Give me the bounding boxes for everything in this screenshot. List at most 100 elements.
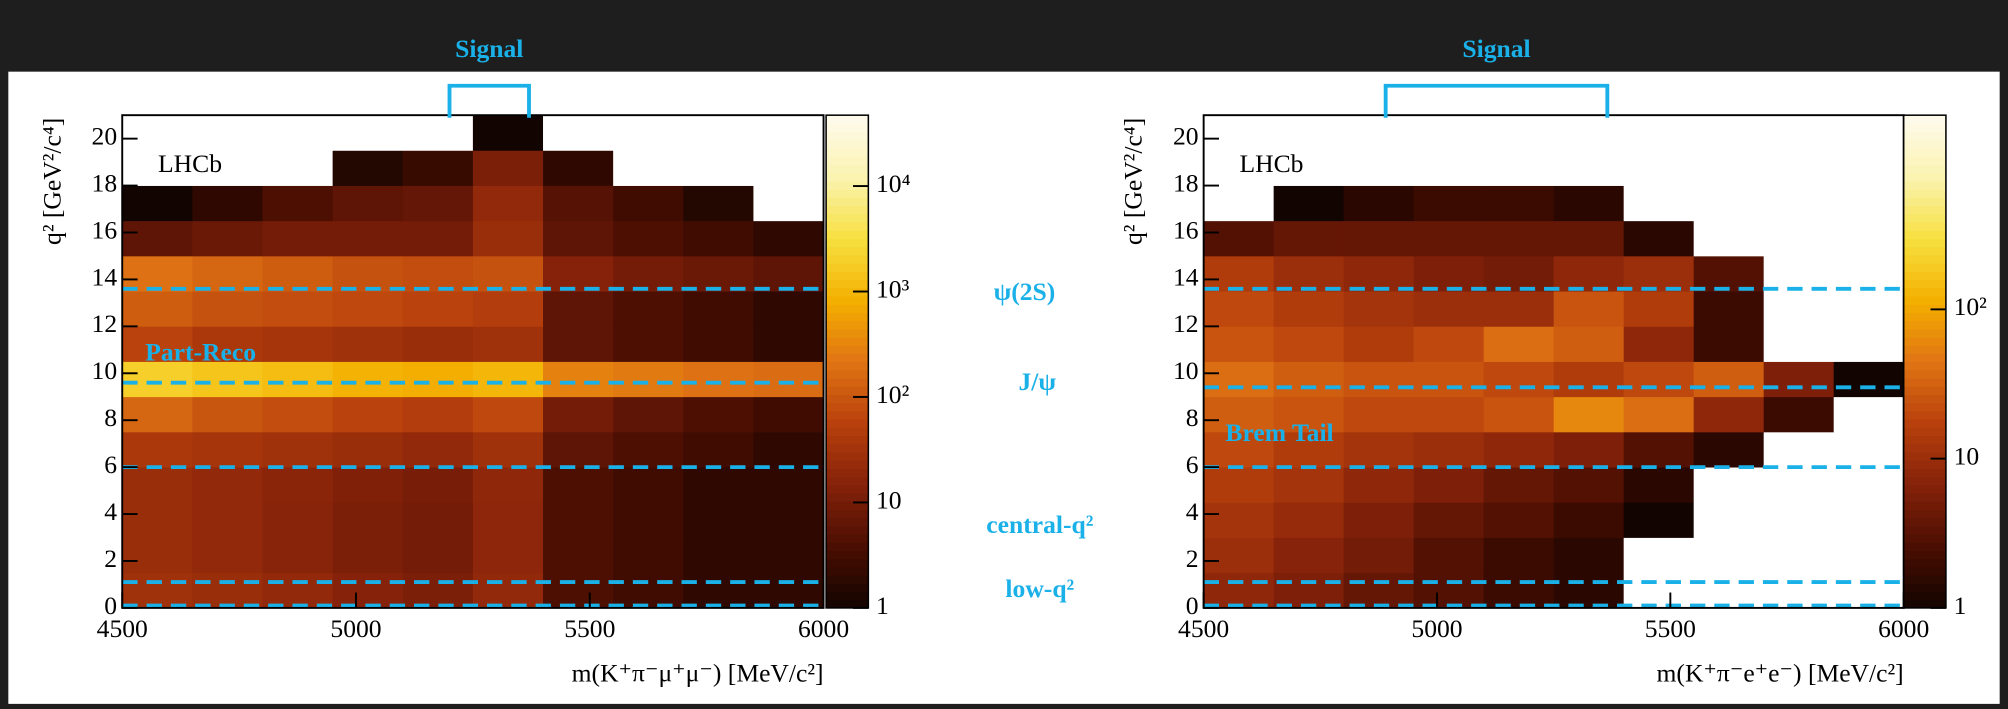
heat-cell [332, 537, 404, 574]
colorbar-step [826, 402, 869, 412]
heat-cell [402, 255, 474, 292]
heat-cell [472, 115, 544, 151]
heat-cell [1693, 396, 1765, 433]
colorbar-step [1903, 139, 1946, 149]
heat-cell [122, 115, 193, 151]
colorbar-step [826, 148, 869, 157]
heat-cell [1343, 431, 1415, 468]
colorbar-step [826, 279, 869, 289]
heat-cell [1483, 572, 1555, 609]
x-tick-label: 6000 [798, 614, 849, 643]
colorbar-step [826, 525, 869, 535]
y-tick-label: 0 [1186, 591, 1199, 620]
region-label: Part-Reco [145, 337, 256, 366]
heat-cell [122, 361, 193, 398]
heat-cell [1553, 431, 1625, 468]
heat-cell [402, 185, 474, 222]
colorbar-step [826, 238, 869, 248]
heat-cell [1413, 396, 1485, 433]
heat-cell [1203, 220, 1275, 257]
heat-cell [402, 291, 474, 327]
colorbar-step [1903, 599, 1946, 609]
heat-cell [1343, 467, 1415, 503]
heat-cell [1623, 150, 1695, 186]
heat-cell [1693, 326, 1765, 362]
heat-cell [613, 467, 684, 503]
heat-cell [1413, 537, 1485, 574]
heat-cell [1693, 255, 1765, 292]
heat-cell [1203, 185, 1275, 222]
heat-cell [543, 150, 614, 186]
x-tick-label: 5000 [1411, 614, 1462, 643]
heat-cell [683, 255, 754, 292]
heat-cell [1693, 431, 1765, 468]
heat-cell [332, 502, 404, 538]
y-tick-label: 20 [92, 122, 118, 151]
heat-cell [753, 502, 824, 538]
colorbar-step [1903, 361, 1946, 371]
heat-cell [613, 150, 684, 186]
colorbar-step [1903, 443, 1946, 453]
heat-cell [1273, 396, 1345, 433]
signal-label: Signal [1462, 34, 1530, 63]
colorbar-step [826, 189, 869, 198]
heat-cell [1413, 431, 1485, 468]
q2-region-label: ψ(2S) [994, 277, 1056, 306]
colorbar-step [826, 345, 869, 354]
heat-cell [122, 572, 193, 609]
heat-cell [472, 361, 544, 398]
heat-cell [262, 361, 334, 398]
heat-cell [683, 572, 754, 609]
colorbar-step [1903, 304, 1946, 313]
heat-cell [1273, 150, 1345, 186]
heat-cell [1553, 291, 1625, 327]
y-tick-label: 6 [1186, 450, 1199, 479]
heat-cell [1413, 291, 1485, 327]
heat-cell [1203, 326, 1275, 362]
heat-cell [192, 291, 263, 327]
colorbar-step [826, 156, 869, 166]
colorbar-step [1903, 156, 1946, 166]
colorbar-tick-label: 10² [876, 380, 910, 409]
heat-cell [1203, 467, 1275, 503]
heat-cell [402, 572, 474, 609]
x-tick-label: 5500 [564, 614, 615, 643]
colorbar-step [1903, 262, 1946, 272]
heat-cell [1623, 431, 1695, 468]
heat-cell [1763, 115, 1835, 151]
heat-cell [262, 115, 334, 151]
heat-cell [332, 291, 404, 327]
y-tick-label: 20 [1173, 122, 1199, 151]
colorbar-step [1903, 238, 1946, 248]
heat-cell [1343, 115, 1415, 151]
heat-cell [543, 255, 614, 292]
y-tick-label: 12 [92, 309, 118, 338]
colorbar-step [1903, 246, 1946, 256]
heat-cell [192, 361, 263, 398]
heat-cell [192, 220, 263, 257]
heat-cell [543, 291, 614, 327]
heat-cell [262, 220, 334, 257]
heat-cell [683, 431, 754, 468]
colorbar-step [1903, 287, 1946, 297]
heat-cell [1273, 572, 1345, 609]
heat-cell [1483, 467, 1555, 503]
heat-cell [1833, 185, 1905, 222]
colorbar-step [826, 328, 869, 338]
colorbar-step [826, 271, 869, 281]
heat-cell [262, 537, 334, 574]
heat-cell [683, 326, 754, 362]
colorbar-step [1903, 435, 1946, 445]
heat-cell [1553, 326, 1625, 362]
heat-cell [1833, 502, 1905, 538]
heat-cell [472, 502, 544, 538]
experiment-label: LHCb [158, 149, 222, 178]
heat-cell [332, 185, 404, 222]
heat-cell [192, 255, 263, 292]
heat-cell [753, 255, 824, 292]
colorbar-step [1903, 468, 1946, 478]
colorbar-step [1903, 533, 1946, 543]
x-tick-label: 4500 [97, 614, 148, 643]
heat-cell [1763, 396, 1835, 433]
